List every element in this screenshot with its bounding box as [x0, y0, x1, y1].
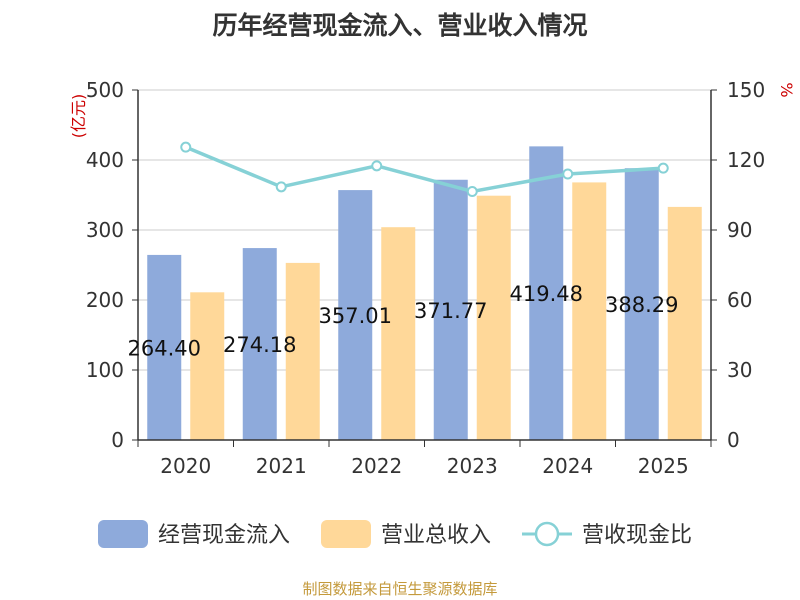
- x-axis-tick-label: 2022: [351, 454, 402, 478]
- right-axis-tick-label: 90: [727, 218, 752, 242]
- left-axis-tick-label: 300: [86, 218, 124, 242]
- bar-cash-inflow: [529, 146, 564, 440]
- left-axis-tick-label: 400: [86, 148, 124, 172]
- legend-item-3-marker: [534, 521, 560, 547]
- bar-cash-inflow: [433, 179, 468, 441]
- bar-value-label: 357.01: [319, 304, 392, 328]
- legend-item-2-label: 营业总收入: [381, 523, 491, 548]
- legend-item-2-swatch: [321, 520, 371, 548]
- ratio-point: [466, 186, 478, 197]
- legend: 经营现金流入 营业总收入 营收现金比: [98, 520, 692, 548]
- bar-revenue: [285, 262, 320, 440]
- ratio-point: [371, 160, 383, 172]
- left-axis-tick-label: 0: [111, 428, 124, 452]
- data-labels: 264.40 274.18 357.01 371.77 419.48 388.29: [128, 282, 679, 360]
- x-axis-tick-label: 2025: [638, 454, 689, 478]
- right-axis-tick-label: 30: [727, 358, 752, 382]
- left-axis-tick-label: 100: [86, 358, 124, 382]
- x-axis-tick-label: 2020: [160, 454, 211, 478]
- right-axis-tick-label: 120: [727, 148, 765, 172]
- bar-value-label: 371.77: [414, 299, 487, 323]
- bar-cash-inflow: [624, 168, 659, 440]
- axes: 0 100 200 300 400 500 0 30 60 90 120 150 2020 2021 202…: [69, 78, 796, 478]
- legend-item-1-label: 经营现金流入: [158, 523, 290, 548]
- bar-cash-inflow: [338, 190, 373, 440]
- legend-item-3-label: 营收现金比: [582, 523, 692, 548]
- right-axis-unit-label: %: [777, 82, 796, 97]
- left-axis-tick-label: 200: [86, 288, 124, 312]
- x-axis-tick-label: 2024: [542, 454, 593, 478]
- ratio-point: [657, 162, 669, 174]
- ratio-point: [180, 141, 192, 153]
- x-axis-tick-label: 2023: [447, 454, 498, 478]
- bar-value-label: 274.18: [223, 333, 296, 357]
- ratio-line-path: [185, 145, 664, 194]
- data-source-note: 制图数据来自恒生聚源数据库: [302, 580, 498, 598]
- bar-cash-inflow: [147, 254, 182, 440]
- left-axis-tick-label: 500: [86, 78, 124, 102]
- bar-revenue: [381, 227, 416, 440]
- bar-value-label: 264.40: [128, 336, 201, 360]
- ratio-point: [275, 181, 287, 193]
- bar-revenue: [476, 195, 511, 440]
- bar-cash-inflow: [242, 248, 277, 440]
- right-axis-tick-label: 60: [727, 288, 752, 312]
- ratio-line: [180, 141, 669, 197]
- bars: [147, 146, 702, 441]
- bar-revenue: [667, 206, 702, 440]
- x-axis-tick-label: 2021: [256, 454, 307, 478]
- bar-revenue: [572, 182, 607, 440]
- left-axis-unit-label: (亿元): [69, 94, 88, 139]
- ratio-point: [562, 168, 574, 180]
- grid-lines: [138, 89, 711, 371]
- bar-value-label: 419.48: [510, 282, 583, 306]
- bar-value-label: 388.29: [605, 293, 678, 317]
- right-axis-tick-label: 0: [727, 428, 740, 452]
- legend-item-1-swatch: [98, 520, 148, 548]
- right-axis-tick-label: 150: [727, 78, 765, 102]
- bar-revenue: [190, 292, 225, 440]
- chart-title: 历年经营现金流入、营业收入情况: [212, 11, 588, 40]
